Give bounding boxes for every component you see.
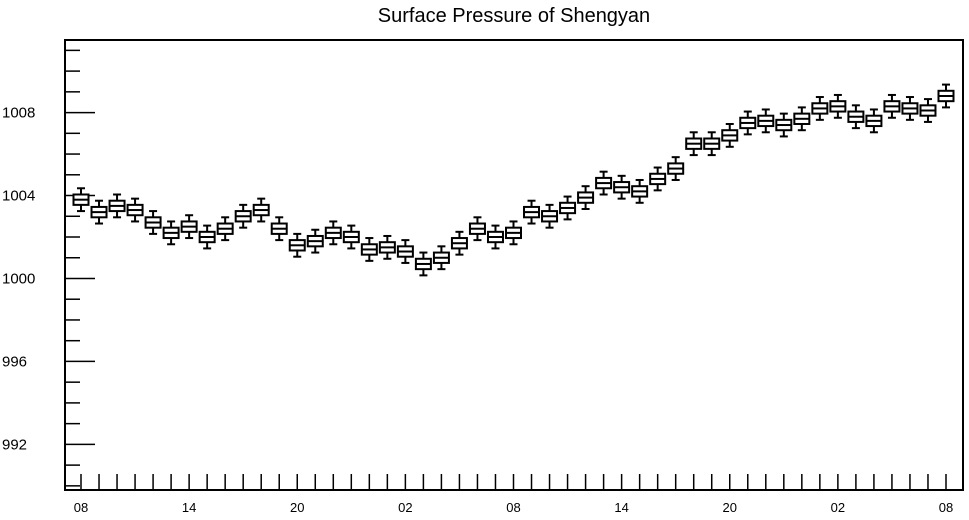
box-37 bbox=[739, 110, 757, 136]
x-tick-label: 08 bbox=[939, 500, 953, 515]
box-28 bbox=[577, 185, 595, 211]
box-33 bbox=[667, 156, 685, 181]
box-42 bbox=[829, 93, 847, 119]
box-4 bbox=[144, 210, 162, 235]
box-40 bbox=[793, 106, 811, 132]
box-44 bbox=[865, 108, 883, 134]
box-48 bbox=[937, 83, 955, 109]
box-14 bbox=[324, 220, 342, 246]
box-24 bbox=[505, 220, 522, 246]
box-20 bbox=[432, 245, 450, 271]
x-tick-label: 02 bbox=[398, 500, 412, 515]
box-13 bbox=[306, 228, 324, 254]
x-tick-label: 20 bbox=[290, 500, 304, 515]
box-7 bbox=[198, 224, 216, 250]
x-tick-label: 14 bbox=[614, 500, 628, 515]
box-23 bbox=[486, 224, 504, 250]
box-31 bbox=[631, 178, 649, 204]
box-5 bbox=[162, 220, 180, 246]
x-tick-label: 20 bbox=[723, 500, 737, 515]
box-3 bbox=[126, 197, 144, 223]
box-39 bbox=[775, 112, 793, 138]
y-tick-label: 1004 bbox=[2, 188, 35, 205]
box-12 bbox=[288, 232, 306, 258]
box-25 bbox=[523, 199, 541, 225]
box-19 bbox=[414, 251, 432, 277]
box-27 bbox=[559, 195, 577, 221]
box-11 bbox=[270, 216, 288, 242]
box-29 bbox=[595, 170, 613, 196]
box-0 bbox=[72, 187, 90, 213]
chart-title: Surface Pressure of Shengyan bbox=[378, 5, 650, 27]
box-10 bbox=[252, 197, 270, 223]
box-32 bbox=[649, 166, 667, 192]
box-46 bbox=[901, 96, 919, 121]
x-tick-label: 14 bbox=[182, 500, 196, 515]
box-38 bbox=[757, 108, 775, 134]
box-30 bbox=[613, 174, 631, 200]
box-2 bbox=[108, 193, 126, 219]
box-18 bbox=[396, 239, 414, 264]
box-16 bbox=[360, 237, 378, 262]
box-36 bbox=[721, 122, 739, 148]
y-tick-label: 1008 bbox=[2, 105, 35, 122]
y-tick-label: 992 bbox=[2, 436, 27, 453]
y-tick-label: 996 bbox=[2, 353, 27, 370]
box-43 bbox=[847, 104, 865, 130]
box-6 bbox=[180, 214, 198, 240]
box-1 bbox=[90, 199, 108, 225]
box-9 bbox=[234, 203, 252, 229]
box-17 bbox=[378, 234, 396, 260]
box-15 bbox=[342, 224, 360, 250]
x-tick-label: 08 bbox=[74, 500, 88, 515]
box-41 bbox=[811, 96, 829, 121]
x-tick-label: 02 bbox=[831, 500, 845, 515]
box-22 bbox=[468, 216, 486, 242]
x-tick-label: 08 bbox=[506, 500, 520, 515]
box-35 bbox=[703, 131, 721, 157]
box-45 bbox=[883, 93, 901, 119]
box-47 bbox=[919, 98, 937, 123]
box-8 bbox=[216, 216, 234, 242]
box-34 bbox=[685, 131, 703, 157]
y-tick-label: 1000 bbox=[2, 270, 35, 287]
box-21 bbox=[450, 230, 468, 256]
box-26 bbox=[541, 203, 559, 229]
